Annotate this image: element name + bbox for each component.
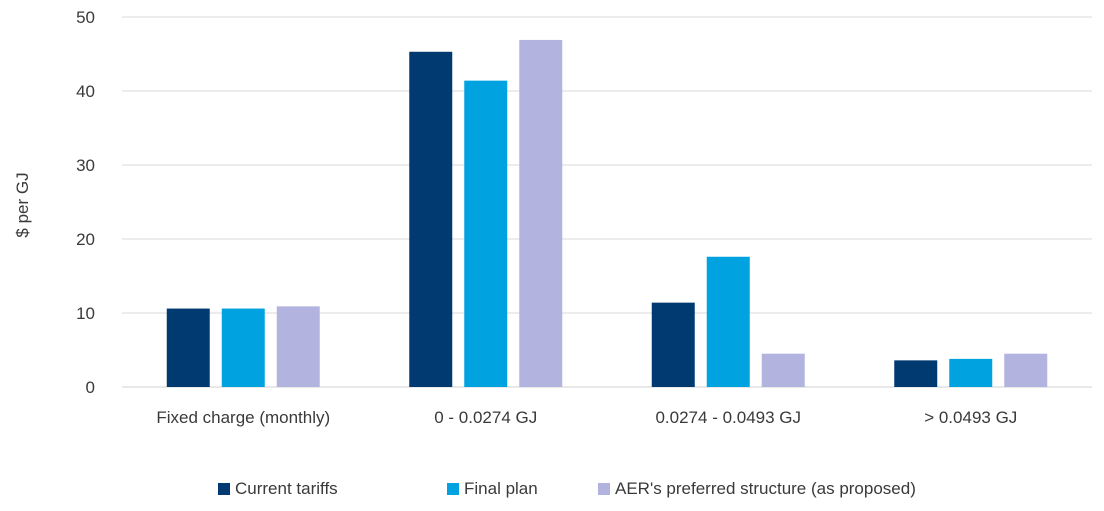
bar	[1004, 353, 1048, 387]
category-label: Fixed charge (monthly)	[156, 408, 330, 427]
legend-label: Current tariffs	[235, 479, 338, 498]
bars	[166, 39, 1048, 387]
legend-swatch	[598, 483, 610, 495]
bar	[464, 80, 508, 387]
legend-label: Final plan	[464, 479, 538, 498]
y-tick-label: 40	[76, 82, 95, 101]
y-axis-title: $ per GJ	[13, 172, 32, 237]
y-tick-label: 20	[76, 230, 95, 249]
category-label: 0 - 0.0274 GJ	[434, 408, 537, 427]
bar	[651, 302, 695, 387]
bar	[761, 353, 805, 387]
bar	[706, 256, 750, 387]
bar	[221, 308, 265, 387]
bar	[166, 308, 210, 387]
category-labels: Fixed charge (monthly) 0 - 0.0274 GJ 0.027…	[156, 408, 1017, 427]
category-label: 0.0274 - 0.0493 GJ	[655, 408, 801, 427]
y-axis-ticks: 0 10 20 30 40 50	[76, 8, 95, 397]
bar	[519, 39, 563, 387]
bar	[894, 360, 938, 387]
bar	[949, 358, 993, 387]
category-label: > 0.0493 GJ	[924, 408, 1017, 427]
legend-swatch	[447, 483, 459, 495]
y-tick-label: 10	[76, 304, 95, 323]
y-tick-label: 30	[76, 156, 95, 175]
gridlines	[122, 16, 1092, 388]
legend-swatch	[218, 483, 230, 495]
y-tick-label: 0	[86, 378, 95, 397]
bar	[409, 51, 453, 387]
legend: Current tariffs Final plan AER's preferred…	[218, 479, 916, 498]
bar	[276, 306, 320, 387]
y-tick-label: 50	[76, 8, 95, 27]
legend-label: AER's preferred structure (as proposed)	[615, 479, 916, 498]
